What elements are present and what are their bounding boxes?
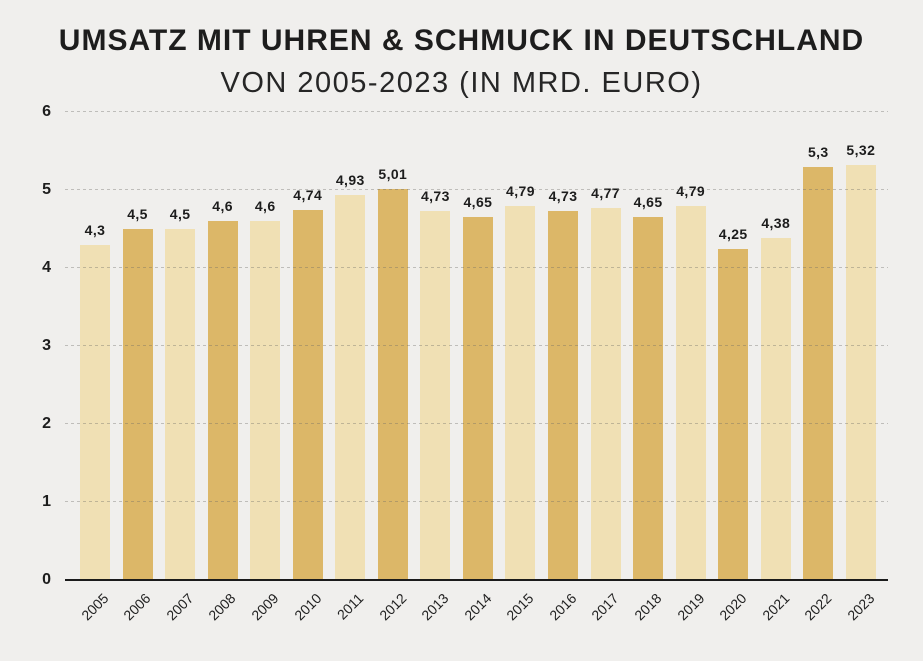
bar-value-label-2006: 4,5	[127, 206, 148, 222]
y-tick-label-3: 3	[42, 337, 51, 354]
y-tick-label-6: 6	[42, 103, 51, 120]
y-tick-label-5: 5	[42, 181, 51, 198]
bar-group-2012: 5,01 2012	[376, 112, 409, 623]
bar-2020	[718, 248, 749, 580]
x-tick-label-2016: 2016	[545, 590, 580, 624]
bar-group-2021: 4,38 2021	[759, 112, 792, 623]
x-tick-label-2019: 2019	[673, 590, 707, 624]
bar-value-label-2019: 4,79	[676, 183, 706, 200]
bar-2005	[80, 244, 110, 580]
bar-value-label-2005: 4,3	[84, 221, 106, 238]
bar-value-label-2011: 4,93	[335, 172, 365, 189]
bar-2013	[420, 211, 451, 580]
y-tick-label-4: 4	[42, 259, 51, 277]
bar-2014	[462, 217, 493, 580]
x-axis-line	[65, 579, 888, 581]
y-tick-label-0: 0	[42, 571, 51, 588]
bar-value-label-2017: 4,77	[591, 184, 620, 201]
bar-value-label-2020: 4,25	[718, 225, 748, 242]
x-tick-label-2008: 2008	[205, 590, 239, 624]
bar-value-label-2015: 4,79	[506, 183, 535, 200]
x-tick-label-2014: 2014	[460, 590, 495, 624]
bar-2015	[505, 206, 536, 580]
bar-value-label-2009: 4,6	[254, 198, 276, 215]
chart-title: UMSATZ MIT UHREN & SCHMUCK IN DEUTSCHLAN…	[58, 24, 865, 57]
bar-group-2018: 4,65 2018	[631, 112, 664, 623]
x-tick-label-2011: 2011	[333, 590, 367, 623]
chart-subtitle: VON 2005-2023 (IN MRD. EURO)	[220, 67, 703, 99]
bar-group-2009: 4,6 2009	[248, 112, 281, 623]
x-tick-label-2018: 2018	[631, 590, 665, 624]
bar-2011	[335, 195, 366, 580]
bar-2006	[122, 229, 153, 580]
x-tick-label-2020: 2020	[716, 590, 750, 624]
bar-group-2010: 4,74 2010	[291, 112, 324, 623]
bar-2019	[675, 206, 706, 580]
x-tick-label-2017: 2017	[588, 590, 622, 624]
bar-value-label-2010: 4,74	[293, 187, 323, 204]
y-tick-label-1: 1	[42, 493, 51, 511]
x-tick-label-2006: 2006	[120, 590, 154, 624]
x-tick-label-2023: 2023	[843, 590, 878, 624]
x-tick-label-2005: 2005	[77, 590, 112, 624]
bar-group-2020: 4,25 2020	[716, 112, 749, 624]
bar-group-2019: 4,79 2019	[674, 112, 707, 623]
bar-2023	[845, 165, 876, 580]
x-tick-label-2021: 2021	[758, 590, 793, 624]
bar-group-2007: 4,5 2007	[163, 112, 196, 623]
bar-2012	[377, 189, 408, 580]
bar-group-2005: 4,3 2005	[78, 112, 111, 624]
bar-2008	[207, 221, 238, 580]
bar-group-2016: 4,73 2016	[546, 112, 579, 623]
bar-group-2023: 5,32 2023	[844, 112, 877, 623]
bar-2018	[633, 217, 664, 580]
bar-2009	[250, 221, 281, 580]
bar-2007	[165, 229, 196, 580]
bar-value-label-2007: 4,5	[169, 206, 191, 222]
x-tick-label-2009: 2009	[248, 590, 282, 624]
bar-value-label-2021: 4,38	[761, 215, 791, 232]
bars-layer: 4,3 2005 4,5 2006 4,5 2007 4,6 2008 4,6 2009 4,74 2…	[78, 112, 877, 624]
bar-value-label-2016: 4,73	[548, 188, 578, 205]
bar-2016	[548, 211, 579, 580]
x-tick-label-2012: 2012	[375, 590, 410, 624]
x-tick-label-2022: 2022	[801, 590, 835, 624]
bar-group-2014: 4,65 2014	[461, 112, 494, 623]
bar-2010	[292, 210, 323, 580]
bar-value-label-2013: 4,73	[420, 188, 450, 205]
bar-group-2017: 4,77 2017	[589, 112, 622, 623]
y-tick-label-2: 2	[42, 415, 51, 433]
bar-group-2011: 4,93 2011	[334, 112, 367, 622]
bar-2017	[590, 207, 621, 580]
bar-value-label-2014: 4,65	[463, 194, 493, 211]
bar-group-2006: 4,5 2006	[121, 112, 154, 623]
x-tick-label-2007: 2007	[163, 590, 197, 624]
bar-2021	[760, 238, 791, 580]
bar-group-2013: 4,73 2013	[418, 112, 451, 623]
x-tick-label-2010: 2010	[290, 590, 325, 624]
x-tick-label-2015: 2015	[503, 590, 537, 624]
bar-group-2022: 5,3 2022	[801, 112, 834, 624]
bar-group-2008: 4,6 2008	[206, 112, 239, 623]
x-tick-label-2013: 2013	[418, 590, 452, 624]
plot-area: 0 1 2 3 4 5 6 4,3 2005 4,5 2006 4,5 2007 4,6 2008 4,6 2…	[42, 103, 888, 624]
bar-value-label-2012: 5,01	[378, 166, 408, 183]
bar-value-label-2008: 4,6	[212, 198, 233, 215]
bar-2022	[803, 166, 834, 580]
bar-group-2015: 4,79 2015	[503, 112, 536, 623]
bar-value-label-2022: 5,3	[807, 143, 829, 160]
bar-value-label-2018: 4,65	[633, 194, 663, 211]
bar-value-label-2023: 5,32	[846, 142, 876, 159]
